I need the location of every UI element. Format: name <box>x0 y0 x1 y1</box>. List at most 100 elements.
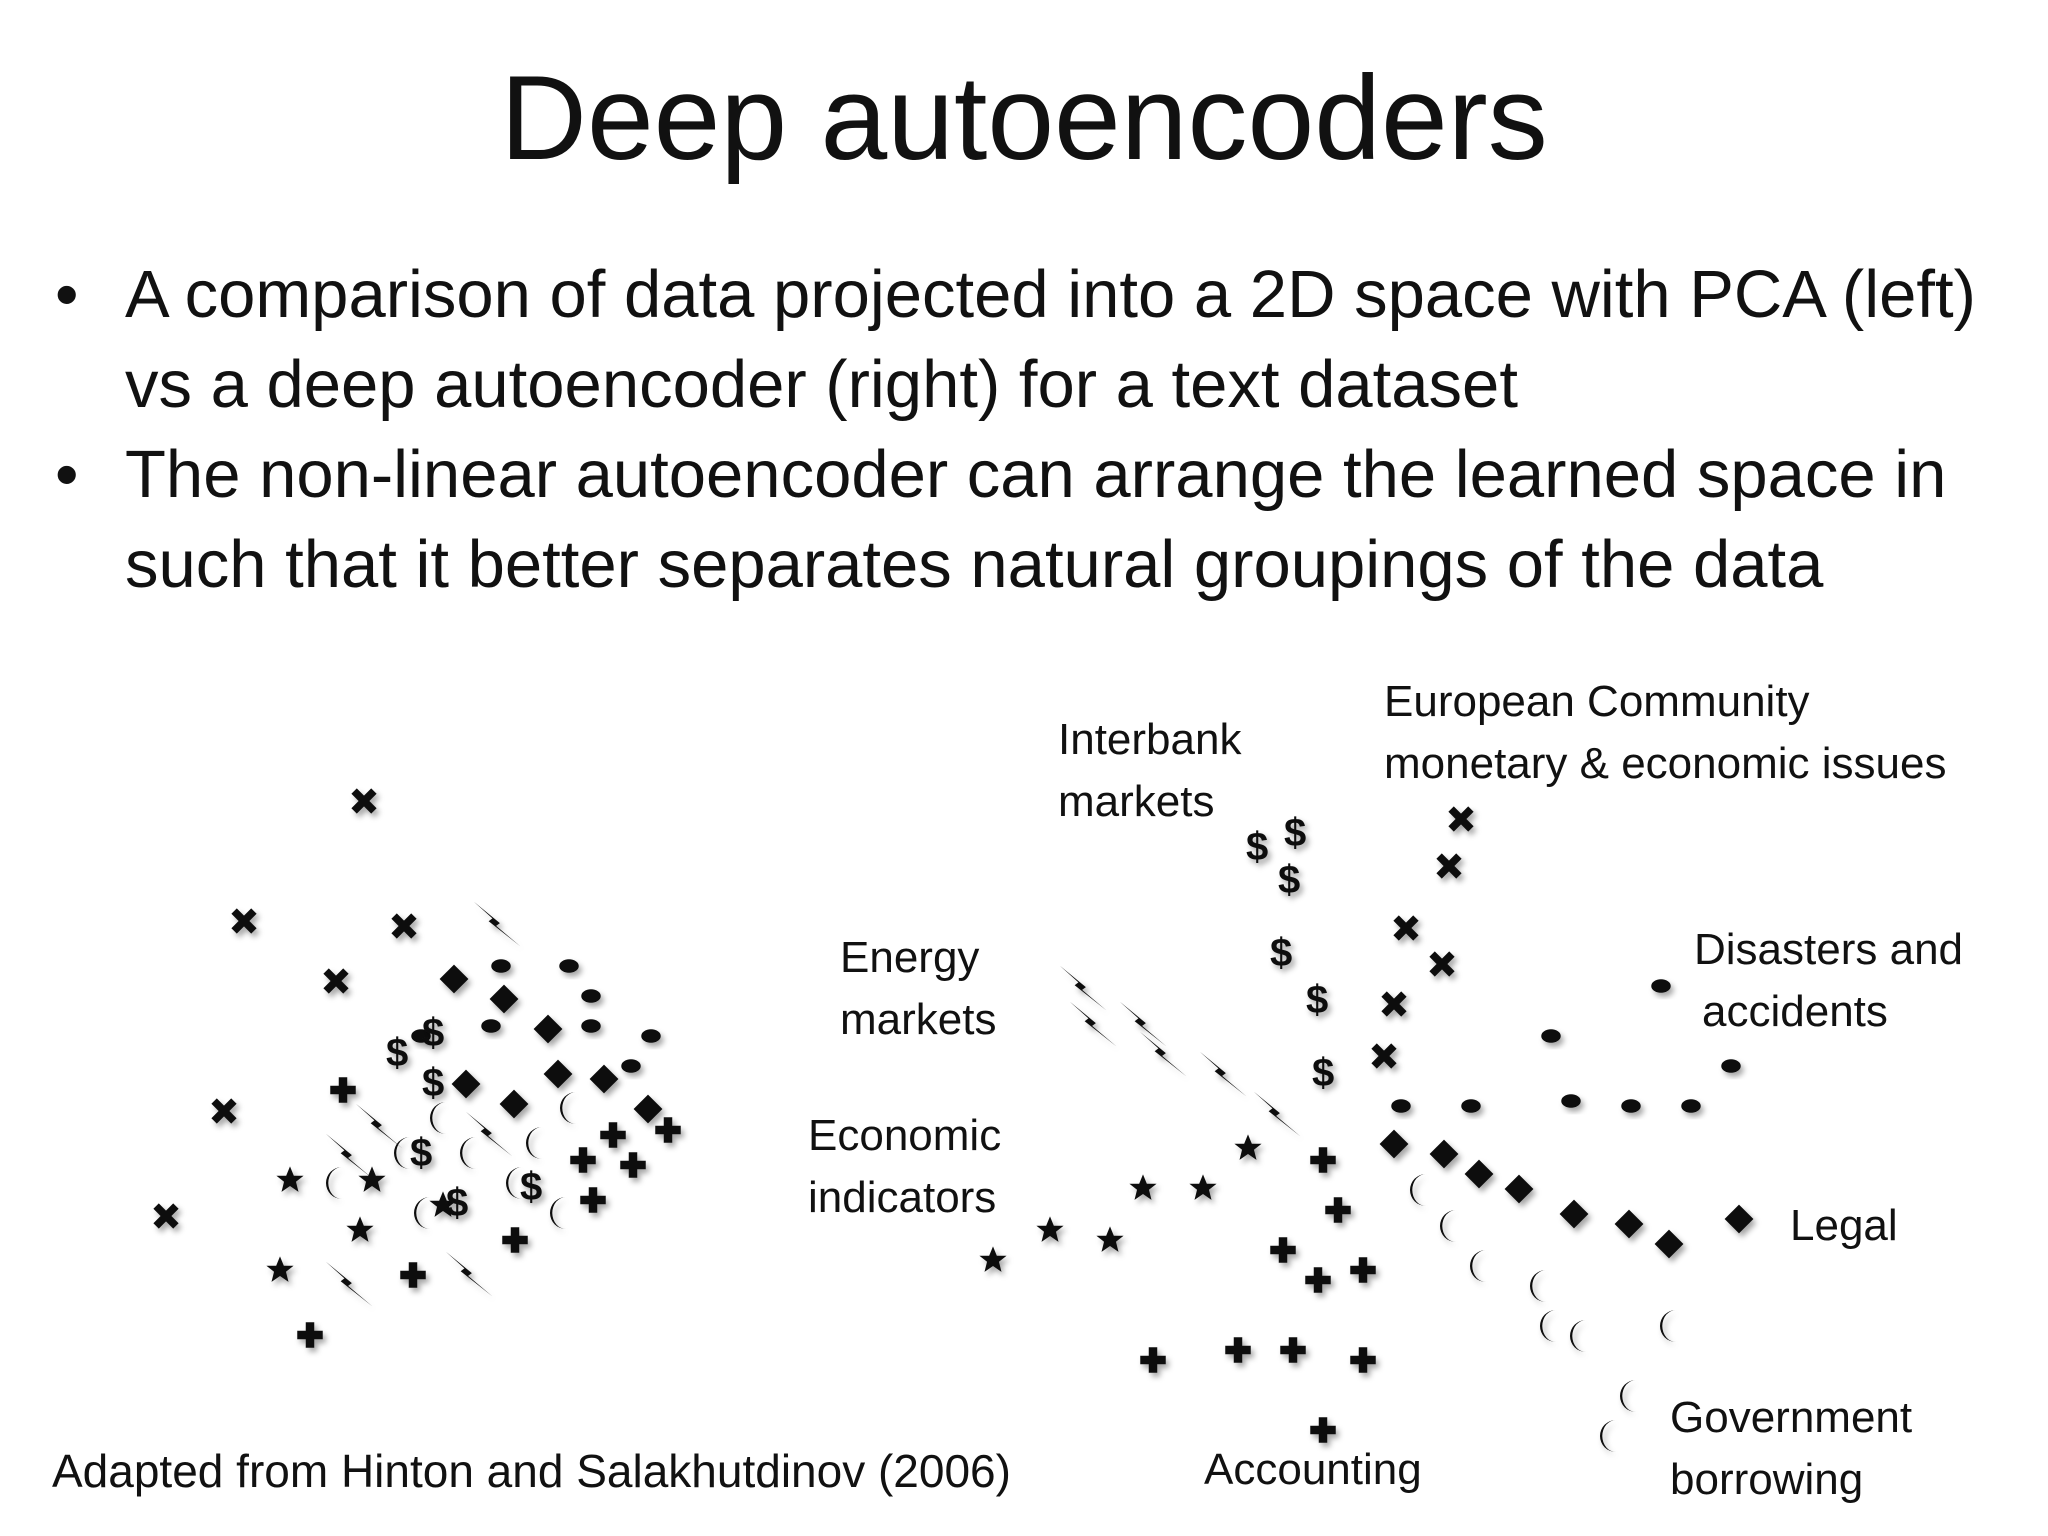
ae-disasters-markers <box>1391 979 1741 1113</box>
cluster-labels: Interbank markets European Community mon… <box>808 677 1963 1504</box>
crescent-icon <box>430 1102 446 1134</box>
crescent-icon <box>560 1092 576 1124</box>
diamond-icon <box>439 964 469 994</box>
label-disasters-line1: Disasters and <box>1694 925 1963 974</box>
pca-interbank-markers: $ $ $ $ $ $ <box>386 1011 542 1225</box>
bullet-text: A comparison of data projected into a 2D… <box>125 257 1976 422</box>
dollar-icon: $ <box>410 1131 432 1175</box>
diamond-icon <box>543 1059 573 1089</box>
lightning-icon <box>325 1133 373 1179</box>
ellipse-icon <box>1391 1099 1411 1113</box>
dollar-icon: $ <box>1278 858 1300 902</box>
label-economic-line1: Economic <box>808 1111 1001 1160</box>
plus-icon <box>502 1227 528 1253</box>
cross-x-icon <box>1448 806 1474 832</box>
diamond-icon <box>499 1089 529 1119</box>
ae-interbank-markers: $ $ $ $ $ $ <box>1246 811 1334 1095</box>
diamond-icon <box>1504 1174 1534 1204</box>
autoencoder-scatter: $ $ $ $ $ $ <box>979 806 1754 1452</box>
cross-x-icon <box>231 908 257 934</box>
pca-european-markers <box>153 788 417 1229</box>
ellipse-icon <box>621 1059 641 1073</box>
label-european-line2: monetary & economic issues <box>1384 739 1946 788</box>
label-government-line2: borrowing <box>1670 1455 1863 1504</box>
dollar-icon: $ <box>1246 825 1268 869</box>
crescent-icon <box>1600 1420 1616 1452</box>
plus-icon <box>570 1147 596 1173</box>
lightning-icon <box>1119 1001 1167 1047</box>
diamond-icon <box>1464 1159 1494 1189</box>
ellipse-icon <box>1721 1059 1741 1073</box>
cross-x-icon <box>1436 853 1462 879</box>
lightning-icon <box>1199 1051 1247 1097</box>
plus-icon <box>297 1322 323 1348</box>
cross-x-icon <box>391 913 417 939</box>
crescent-icon <box>1440 1210 1456 1242</box>
bullet-text: The non-linear autoencoder can arrange t… <box>125 437 1947 602</box>
ellipse-icon <box>1561 1094 1581 1108</box>
ellipse-icon <box>1461 1099 1481 1113</box>
star-icon <box>266 1256 294 1282</box>
plus-icon <box>1305 1267 1331 1293</box>
plus-icon <box>620 1152 646 1178</box>
ae-european-markers <box>1371 806 1474 1069</box>
pca-scatter: $ $ $ $ $ $ <box>153 788 681 1348</box>
crescent-icon <box>526 1127 542 1159</box>
diamond-icon <box>1429 1139 1459 1169</box>
dollar-icon: $ <box>1312 1051 1334 1095</box>
diamond-icon <box>1559 1199 1589 1229</box>
plus-icon <box>1310 1417 1336 1443</box>
lightning-icon <box>473 901 521 947</box>
cross-x-icon <box>1381 991 1407 1017</box>
lightning-icon <box>1139 1031 1187 1077</box>
crescent-icon <box>550 1197 566 1229</box>
crescent-icon <box>394 1137 410 1169</box>
crescent-icon <box>414 1197 430 1229</box>
lightning-icon <box>1069 1001 1117 1047</box>
ellipse-icon <box>481 1019 501 1033</box>
ellipse-icon <box>559 959 579 973</box>
diamond-icon <box>533 1014 563 1044</box>
label-economic-line2: indicators <box>808 1173 996 1222</box>
source-credit: Adapted from Hinton and Salakhutdinov (2… <box>52 1445 1011 1497</box>
pca-accounting-markers <box>297 1077 681 1348</box>
star-icon <box>979 1246 1007 1272</box>
label-disasters-line2: accidents <box>1702 987 1888 1036</box>
diamond-icon <box>589 1064 619 1094</box>
crescent-icon <box>1540 1310 1556 1342</box>
plus-icon <box>1280 1337 1306 1363</box>
ae-accounting-markers <box>1140 1147 1376 1443</box>
label-energy-line1: Energy <box>840 933 979 982</box>
star-icon <box>1096 1226 1124 1252</box>
dollar-icon: $ <box>386 1031 408 1075</box>
bullet-list: • A comparison of data projected into a … <box>55 250 2015 610</box>
ellipse-icon <box>581 989 601 1003</box>
label-european-line1: European Community <box>1384 677 1810 726</box>
crescent-icon <box>1530 1270 1546 1302</box>
star-icon <box>1234 1134 1262 1160</box>
crescent-icon <box>1410 1174 1426 1206</box>
dollar-icon: $ <box>520 1165 542 1209</box>
slide-title: Deep autoencoders <box>500 51 1548 185</box>
plus-icon <box>1350 1347 1376 1373</box>
star-icon <box>276 1166 304 1192</box>
diamond-icon <box>1654 1229 1684 1259</box>
star-icon <box>1036 1216 1064 1242</box>
lightning-icon <box>465 1111 513 1157</box>
plus-icon <box>1140 1347 1166 1373</box>
cross-x-icon <box>1393 915 1419 941</box>
crescent-icon <box>1620 1380 1636 1412</box>
bullet-icon: • <box>55 257 79 332</box>
lightning-icon <box>1253 1091 1301 1137</box>
dollar-icon: $ <box>422 1061 444 1105</box>
lightning-icon <box>325 1261 373 1307</box>
ellipse-icon <box>641 1029 661 1043</box>
pca-legal-markers <box>439 964 663 1124</box>
star-icon <box>346 1216 374 1242</box>
diamond-icon <box>1724 1204 1754 1234</box>
label-government-line1: Government <box>1670 1393 1912 1442</box>
diamond-icon <box>633 1094 663 1124</box>
dollar-icon: $ <box>422 1011 444 1055</box>
